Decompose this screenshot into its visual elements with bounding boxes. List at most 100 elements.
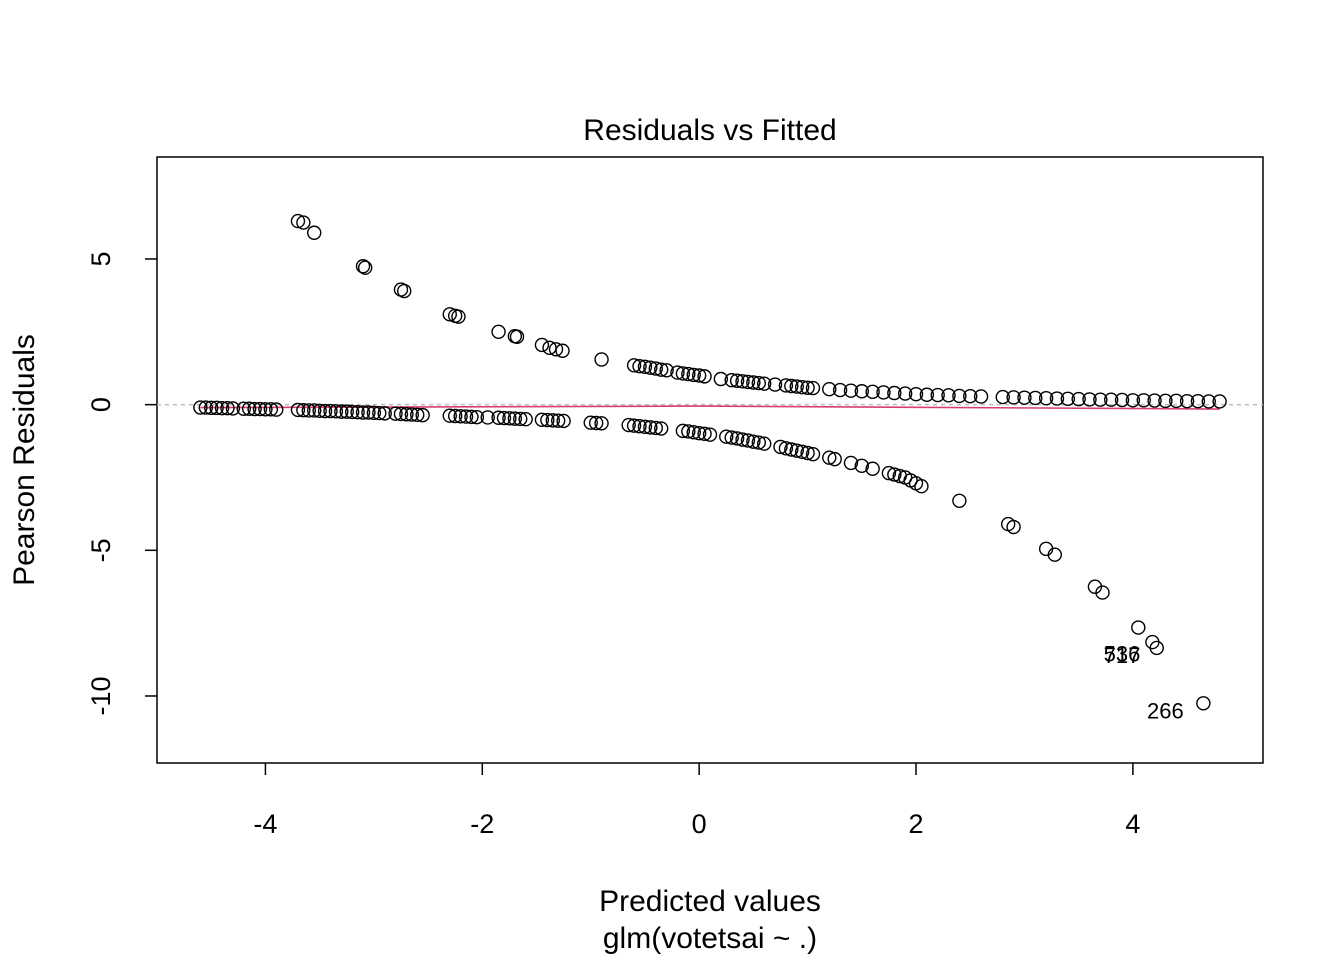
data-point [410, 407, 425, 423]
data-point [263, 402, 279, 417]
data-point [1028, 390, 1043, 406]
data-point [621, 417, 636, 433]
data-point [800, 380, 815, 395]
data-point [686, 367, 701, 383]
data-point [735, 432, 750, 447]
data-point [740, 433, 756, 448]
data-point [637, 359, 653, 374]
data-point [784, 442, 799, 457]
data-point [225, 401, 241, 416]
data-point [518, 412, 533, 427]
data-point [404, 407, 420, 422]
data-point [941, 388, 956, 403]
data-point [464, 409, 479, 425]
data-point [805, 446, 821, 462]
data-point [691, 368, 707, 383]
data-point [675, 423, 691, 439]
data-point [236, 401, 251, 416]
data-point [784, 378, 799, 394]
data-point [887, 467, 902, 482]
data-point [269, 402, 284, 417]
data-point [548, 342, 564, 357]
data-point [1147, 393, 1162, 408]
data-point [854, 458, 870, 474]
data-point [881, 465, 897, 481]
data-point [648, 420, 663, 436]
data-point [735, 374, 750, 389]
data-point [626, 358, 642, 373]
data-point [1131, 620, 1146, 635]
x-tick-label: 0 [692, 809, 707, 839]
data-point [214, 400, 230, 416]
data-point [952, 388, 967, 404]
data-points [193, 213, 1227, 711]
data-point [794, 444, 810, 460]
data-point [854, 384, 870, 399]
data-point [995, 389, 1010, 405]
data-point [729, 373, 745, 388]
data-point [746, 375, 761, 390]
data-point [502, 411, 517, 426]
data-point [637, 419, 653, 434]
data-point [1158, 393, 1173, 409]
data-point [713, 371, 729, 387]
y-tick-label: 0 [86, 397, 116, 412]
data-point [377, 406, 392, 421]
data-point [393, 406, 409, 422]
data-point [897, 386, 913, 401]
data-point [908, 386, 924, 402]
data-point [555, 343, 570, 358]
plot-frame [156, 156, 1264, 764]
data-point [887, 385, 902, 401]
data-point [220, 400, 235, 416]
data-point [757, 376, 772, 391]
data-point [258, 402, 273, 417]
data-point [491, 324, 506, 340]
data-point [307, 403, 322, 418]
data-point [1179, 393, 1195, 409]
data-point [789, 379, 804, 394]
data-point [746, 434, 761, 449]
data-point [301, 403, 317, 418]
data-point [241, 401, 257, 416]
data-point [1136, 393, 1151, 408]
data-point [973, 389, 989, 404]
data-point [843, 383, 859, 398]
data-point [323, 403, 338, 419]
data-point [919, 387, 935, 402]
data-point [290, 213, 306, 229]
data-point [307, 225, 322, 240]
data-point [469, 409, 485, 425]
data-point [361, 405, 376, 420]
data-point [963, 388, 978, 404]
data-point [583, 415, 598, 430]
data-point [914, 479, 929, 494]
data-point [800, 445, 815, 461]
data-point [312, 403, 327, 418]
data-point [355, 405, 371, 420]
data-point [509, 329, 525, 344]
data-point [654, 362, 669, 377]
data-point [876, 385, 891, 400]
data-point [773, 439, 788, 455]
data-point [1082, 392, 1097, 407]
data-point [778, 441, 794, 456]
data-point [357, 260, 373, 275]
data-point [447, 408, 463, 424]
y-tick-label: -10 [86, 676, 116, 715]
data-point [594, 416, 609, 431]
data-point [534, 337, 550, 353]
data-point [697, 426, 712, 441]
data-point [334, 404, 349, 419]
data-point [204, 400, 219, 416]
data-point [648, 361, 663, 376]
data-point [832, 382, 848, 398]
data-point [1006, 390, 1021, 405]
data-point [193, 400, 208, 415]
point-label: 717 [1104, 643, 1141, 668]
data-point [1095, 585, 1110, 600]
data-point [534, 412, 550, 427]
data-point [442, 307, 457, 322]
data-point [339, 404, 354, 419]
